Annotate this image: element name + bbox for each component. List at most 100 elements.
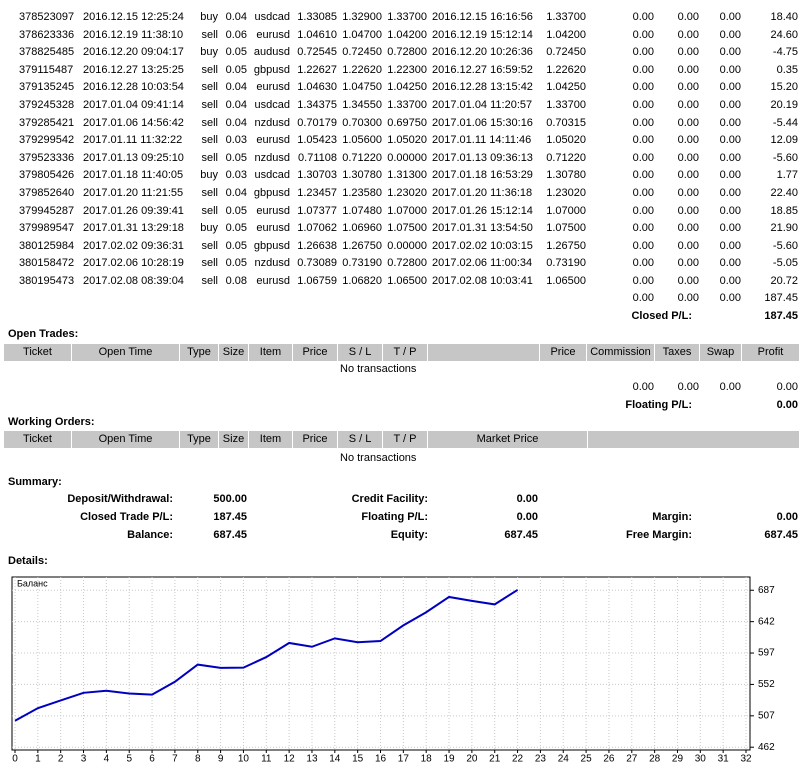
x-tick-label: 7 bbox=[172, 754, 178, 765]
cell: 2017.02.08 08:39:04 bbox=[83, 275, 184, 287]
cell: 378825485 bbox=[19, 46, 75, 59]
cell: 380125984 bbox=[19, 239, 75, 252]
x-tick-label: 15 bbox=[352, 754, 364, 765]
cell: 379805426 bbox=[19, 169, 75, 182]
cell: 20.72 bbox=[770, 275, 798, 287]
x-tick-label: 14 bbox=[329, 754, 341, 765]
cell: 379989547 bbox=[19, 222, 75, 235]
cell: 2016.12.15 12:25:24 bbox=[83, 11, 184, 23]
cell: 2017.01.06 14:56:42 bbox=[83, 116, 184, 129]
header-cell: Price bbox=[293, 344, 338, 361]
section-title: Open Trades: bbox=[8, 328, 79, 340]
cell: 2017.02.06 11:00:34 bbox=[432, 257, 533, 270]
cell: 378523097 bbox=[19, 11, 75, 23]
summary-label: Balance: bbox=[127, 529, 173, 541]
cell: 0.00 bbox=[632, 169, 654, 182]
cell: 2016.12.27 13:25:25 bbox=[83, 63, 184, 76]
cell: 1.23580 bbox=[342, 187, 382, 199]
x-tick-label: 0 bbox=[12, 754, 18, 765]
cell: 0.70179 bbox=[297, 116, 337, 129]
total: 0.00 bbox=[632, 381, 654, 393]
cell: 0.04 bbox=[225, 81, 247, 94]
cell: 2017.01.18 11:40:05 bbox=[83, 169, 184, 182]
cell: -5.05 bbox=[772, 257, 798, 270]
cell: 0.70300 bbox=[342, 116, 382, 129]
cell: sell bbox=[201, 239, 218, 252]
cell: 0.00 bbox=[677, 11, 699, 23]
cell: 0.00000 bbox=[387, 151, 427, 164]
cell: 2016.12.19 15:12:14 bbox=[432, 28, 533, 41]
cell: 0.05 bbox=[225, 46, 247, 59]
header-cell: S / L bbox=[338, 344, 383, 361]
cell: 1.22627 bbox=[297, 63, 337, 76]
cell: 1.22620 bbox=[342, 63, 382, 76]
cell: -5.60 bbox=[772, 151, 798, 164]
cell: gbpusd bbox=[253, 239, 290, 252]
cell: 0.04 bbox=[225, 187, 247, 199]
x-tick-label: 3 bbox=[81, 754, 87, 765]
x-tick-label: 28 bbox=[649, 754, 661, 765]
cell: 1.05020 bbox=[387, 134, 427, 147]
cell: sell bbox=[201, 275, 218, 287]
cell: 0.00 bbox=[677, 204, 699, 217]
x-tick-label: 24 bbox=[558, 754, 570, 765]
cell: 0.00 bbox=[719, 257, 741, 270]
cell: 0.05 bbox=[225, 257, 247, 270]
cell: 1.23020 bbox=[546, 187, 586, 199]
cell: 0.08 bbox=[225, 275, 247, 287]
cell: 0.69750 bbox=[387, 116, 427, 129]
cell: 378623336 bbox=[19, 28, 75, 41]
cell: 0.00 bbox=[632, 116, 654, 129]
cell: 0.73190 bbox=[342, 257, 382, 270]
header-cell: S / L bbox=[338, 431, 383, 448]
x-tick-label: 11 bbox=[261, 754, 272, 765]
header-cell: Item bbox=[249, 431, 293, 448]
summary-value: 687.45 bbox=[764, 529, 798, 541]
cell: sell bbox=[201, 81, 218, 94]
cell: 0.00 bbox=[632, 134, 654, 147]
y-tick-label: 687 bbox=[758, 585, 775, 596]
x-tick-label: 6 bbox=[149, 754, 155, 765]
cell: 0.00 bbox=[677, 257, 699, 270]
cell: 1.77 bbox=[776, 169, 798, 182]
cell: 379523336 bbox=[19, 151, 75, 164]
x-tick-label: 8 bbox=[195, 754, 201, 765]
cell: 2017.01.31 13:54:50 bbox=[432, 222, 533, 235]
cell: sell bbox=[201, 187, 218, 199]
cell: 0.00 bbox=[632, 63, 654, 76]
cell: 379135245 bbox=[19, 81, 75, 94]
cell: 2017.01.26 09:39:41 bbox=[83, 204, 184, 217]
cell: 2017.01.13 09:25:10 bbox=[83, 151, 184, 164]
cell: sell bbox=[201, 63, 218, 76]
cell: 1.22300 bbox=[387, 63, 427, 76]
cell: gbpusd bbox=[253, 63, 290, 76]
cell: 2016.12.28 10:03:54 bbox=[83, 81, 184, 94]
cell: 1.07377 bbox=[297, 204, 337, 217]
cell: 1.04200 bbox=[387, 28, 427, 41]
cell: 1.33700 bbox=[387, 99, 427, 111]
cell: 0.00 bbox=[719, 81, 741, 94]
cell: buy bbox=[200, 46, 218, 59]
cell: 0.00 bbox=[719, 28, 741, 41]
cell: 0.00 bbox=[719, 204, 741, 217]
header-cell: Open Time bbox=[72, 431, 180, 448]
cell: 1.23020 bbox=[387, 187, 427, 199]
cell: 1.04630 bbox=[297, 81, 337, 94]
x-tick-label: 16 bbox=[375, 754, 387, 765]
cell: 12.09 bbox=[770, 134, 798, 147]
x-tick-label: 32 bbox=[740, 754, 752, 765]
cell: 1.30703 bbox=[297, 169, 337, 182]
cell: buy bbox=[200, 11, 218, 23]
section-title: Details: bbox=[8, 555, 48, 567]
cell: 379285421 bbox=[19, 116, 75, 129]
cell: 0.00 bbox=[632, 275, 654, 287]
cell: 0.00 bbox=[632, 204, 654, 217]
cell: 0.00 bbox=[719, 222, 741, 235]
cell: 1.34375 bbox=[297, 99, 337, 111]
cell: 2016.12.19 11:38:10 bbox=[83, 28, 184, 41]
cell: 1.05020 bbox=[546, 134, 586, 147]
total: 0.00 bbox=[776, 381, 798, 393]
cell: 0.00 bbox=[719, 11, 741, 23]
cell: eurusd bbox=[256, 222, 290, 235]
cell: 1.04750 bbox=[342, 81, 382, 94]
